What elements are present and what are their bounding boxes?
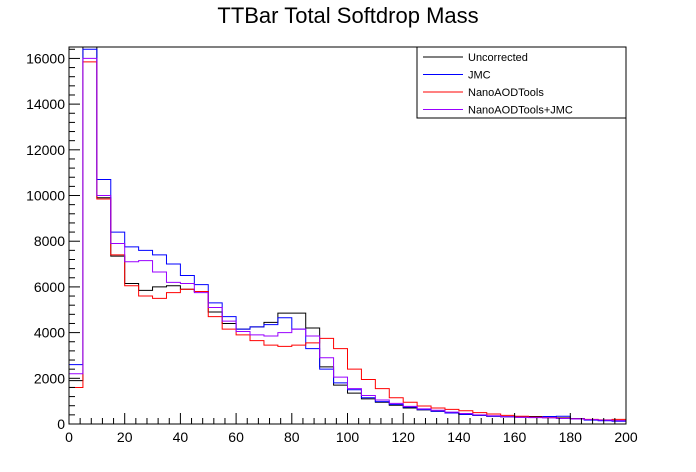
series-line bbox=[68, 57, 627, 424]
x-tick-label: 120 bbox=[392, 429, 416, 445]
legend-label: NanoAODTools bbox=[468, 87, 544, 99]
chart-title: TTBar Total Softdrop Mass bbox=[217, 3, 478, 28]
x-tick-label: 80 bbox=[284, 429, 300, 445]
x-tick-label: 200 bbox=[614, 429, 638, 445]
legend-entry: NanoAODTools bbox=[423, 87, 544, 99]
y-tick-label: 2000 bbox=[34, 370, 65, 386]
legend: Uncorrected JMC NanoAODTools NanoAODTools+J… bbox=[416, 46, 627, 119]
x-tick-label: 180 bbox=[559, 429, 583, 445]
series-4 bbox=[68, 57, 627, 424]
legend-entry: NanoAODTools+JMC bbox=[423, 105, 573, 117]
x-tick-label: 100 bbox=[336, 429, 360, 445]
x-tick-label: 0 bbox=[65, 429, 73, 445]
x-tick-label: 60 bbox=[228, 429, 244, 445]
legend-box bbox=[416, 46, 627, 119]
x-tick-label: 40 bbox=[173, 429, 189, 445]
y-tick-label: 6000 bbox=[34, 279, 65, 295]
y-tick-label: 12000 bbox=[26, 142, 65, 158]
y-tick-label: 16000 bbox=[26, 50, 65, 66]
legend-entry: JMC bbox=[423, 70, 491, 82]
x-tick-label: 140 bbox=[447, 429, 471, 445]
y-tick-label: 4000 bbox=[34, 325, 65, 341]
y-tick-label: 14000 bbox=[26, 96, 65, 112]
x-tick-label: 160 bbox=[503, 429, 527, 445]
y-tick-label: 0 bbox=[57, 416, 65, 432]
legend-label: JMC bbox=[468, 70, 491, 82]
y-tick-label: 10000 bbox=[26, 188, 65, 204]
legend-label: NanoAODTools+JMC bbox=[468, 105, 573, 117]
legend-label: Uncorrected bbox=[468, 52, 528, 64]
x-tick-label: 20 bbox=[117, 429, 133, 445]
legend-entry: Uncorrected bbox=[423, 52, 528, 64]
y-tick-label: 8000 bbox=[34, 233, 65, 249]
